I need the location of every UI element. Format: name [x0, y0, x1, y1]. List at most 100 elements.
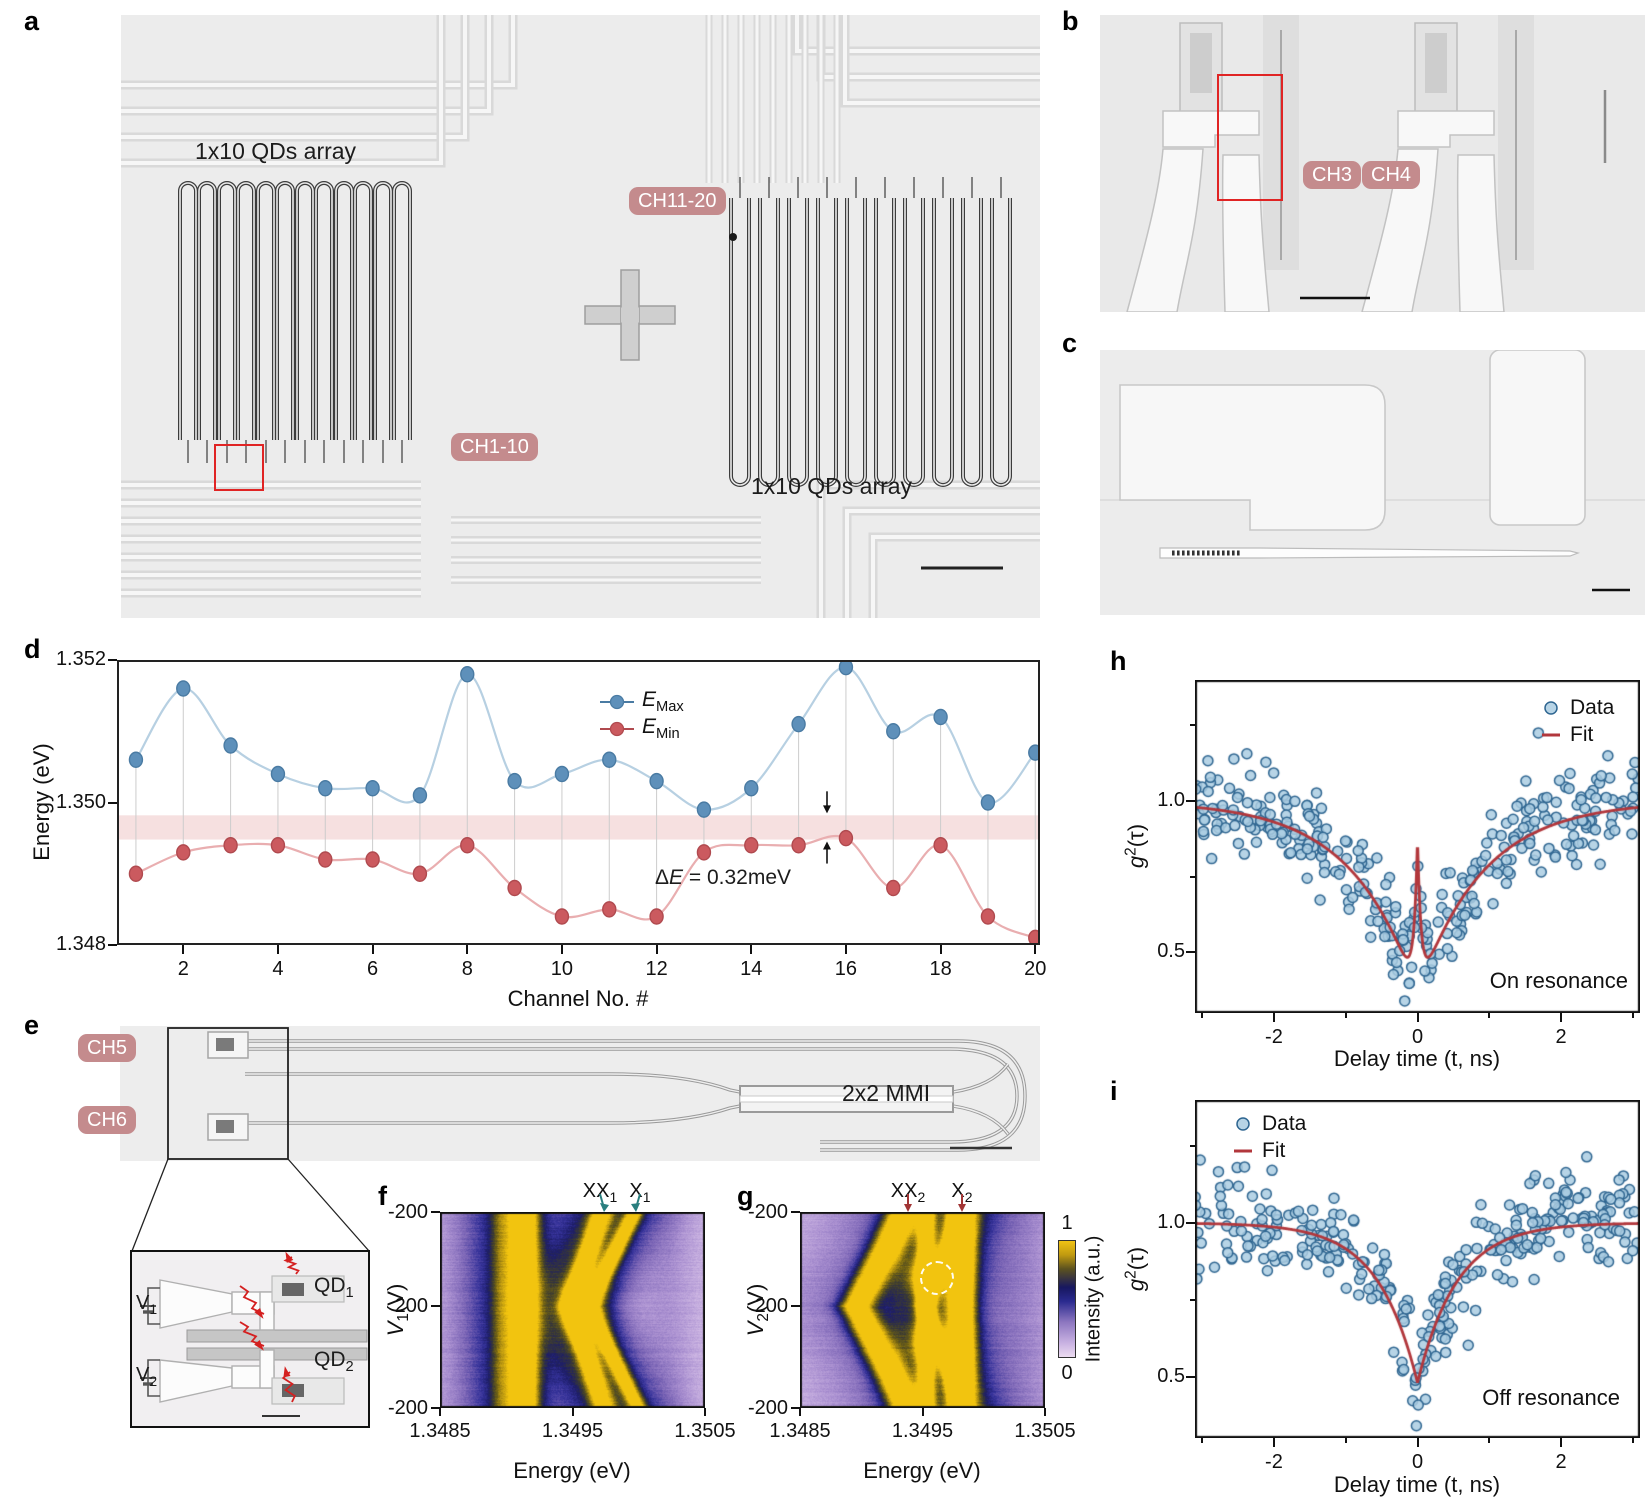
axis-tick: [791, 1211, 800, 1213]
axis-tick: [1272, 1013, 1275, 1022]
axis-tick-label: 2: [1555, 1451, 1567, 1473]
panel-e-micrograph: 2x2 MMI: [120, 1026, 1040, 1161]
axis-tick: [1190, 1298, 1195, 1301]
axis-tick-label: -2: [1265, 1451, 1283, 1473]
axis-tick-label: 1.3505: [674, 1420, 736, 1442]
axis-tick: [750, 945, 753, 954]
emin-legend-marker: [600, 721, 634, 736]
axis-tick: [939, 945, 942, 954]
axis-tick-label: 1.350: [55, 790, 106, 813]
qd-coupler-inset-drawing: [140, 1251, 368, 1417]
mmi-label: 2x2 MMI: [842, 1080, 931, 1106]
data-point-marker: [1544, 700, 1558, 715]
axis-tick: [1034, 945, 1037, 954]
panel-e-label: e: [24, 1010, 40, 1040]
nanobeam-micrograph-drawing: [1100, 349, 1645, 592]
panel-f-label: f: [378, 1181, 387, 1211]
panel-i-ylabel: g2(τ): [1122, 1246, 1149, 1292]
axis-tick-label: -200: [387, 1201, 428, 1223]
axis-tick: [431, 1407, 440, 1409]
axis-tick-label: 1.348: [55, 933, 106, 955]
qd2-label: QD2: [314, 1348, 354, 1376]
mmi-circuit-drawing: [167, 1027, 1027, 1160]
axis-tick-label: 8: [461, 958, 473, 980]
legend-emax-row: EMax: [600, 688, 684, 715]
axis-tick-label: 0.5: [1157, 940, 1185, 963]
axis-tick-label: -200: [747, 1201, 788, 1223]
axis-tick: [1186, 1221, 1195, 1224]
axis-tick: [791, 1305, 800, 1308]
axis-tick: [1344, 1438, 1347, 1443]
axis-tick: [1344, 1013, 1347, 1018]
axis-tick-label: 1.3495: [541, 1420, 604, 1442]
v2-label: V2: [136, 1364, 158, 1389]
ch4-badge: CH4: [1362, 161, 1421, 189]
qds-array-label-left: 1x10 QDs array: [195, 138, 357, 164]
off-resonance-label: Off resonance: [1482, 1385, 1620, 1410]
axis-tick: [1186, 800, 1195, 803]
anticrossing-dashed-circle: [920, 1261, 954, 1295]
axis-tick: [560, 945, 563, 954]
axis-tick: [276, 945, 279, 954]
panel-f-xlabel: Energy (eV): [513, 1458, 631, 1483]
axis-tick: [704, 1408, 706, 1416]
fit-line-marker: [1542, 733, 1560, 736]
h-legend-fit-row: Fit: [1540, 721, 1614, 748]
panel-g-xlabel: Energy (eV): [863, 1458, 981, 1483]
axis-tick: [182, 945, 185, 954]
panel-h-g2-plot: [1195, 680, 1640, 1013]
ch6-badge: CH6: [78, 1106, 137, 1134]
ch11-20-badge: CH11-20: [629, 187, 726, 215]
qd1-label: QD1: [314, 1274, 354, 1302]
qd-array-micrograph-drawing: [121, 15, 1040, 618]
axis-tick: [1416, 1013, 1419, 1022]
panel-h-xlabel: Delay time (t, ns): [1333, 1046, 1501, 1071]
panel-i-g2-plot: [1195, 1100, 1640, 1438]
axis-tick-label: -200: [747, 1397, 788, 1419]
panel-d-legend: EMax EMin: [600, 688, 684, 742]
axis-tick: [844, 945, 847, 954]
panel-c-micrograph: [1100, 349, 1645, 615]
legend-emin-label: EMin: [642, 714, 680, 743]
axis-tick: [431, 1305, 440, 1308]
axis-tick: [1488, 1438, 1491, 1443]
axis-tick-label: 1.352: [55, 648, 106, 670]
axis-tick: [108, 944, 117, 946]
panel-d-label: d: [24, 634, 41, 664]
axis-tick-label: 1.0: [1157, 1210, 1185, 1233]
emax-legend-marker: [600, 694, 634, 709]
axis-tick-label: 1.3485: [409, 1420, 471, 1442]
axis-tick-label: 0.5: [1157, 1364, 1185, 1387]
axis-tick: [466, 945, 469, 954]
i-legend-fit-row: Fit: [1232, 1137, 1306, 1164]
axis-tick: [1186, 951, 1195, 954]
axis-tick: [1416, 1438, 1419, 1447]
panel-i-xlabel: Delay time (t, ns): [1333, 1472, 1501, 1497]
fit-line-marker: [1234, 1149, 1252, 1152]
panel-i-legend: Data Fit: [1232, 1110, 1306, 1164]
axis-tick: [921, 1408, 924, 1416]
colorbar-min-label: 0: [1061, 1362, 1073, 1384]
axis-tick-label: 2: [1555, 1026, 1567, 1048]
i-legend-data-row: Data: [1232, 1110, 1306, 1137]
axis-tick-label: 14: [740, 958, 763, 980]
intensity-colorbar: [1058, 1240, 1076, 1358]
h-legend-data-label: Data: [1570, 695, 1615, 719]
panel-e-inset: V1 V2 QD1 QD2: [130, 1250, 370, 1428]
ch3-badge: CH3: [1303, 161, 1362, 189]
axis-tick: [371, 945, 374, 954]
v1-label: V1: [136, 1292, 158, 1317]
axis-tick: [1190, 724, 1195, 727]
colorbar-max-label: 1: [1061, 1212, 1073, 1234]
ch1-10-badge: CH1-10: [451, 433, 538, 461]
axis-tick: [1044, 1408, 1046, 1416]
axis-tick-label: 20: [1024, 958, 1047, 980]
axis-tick-label: 2: [177, 958, 189, 980]
delta-e-annotation: ΔE = 0.32meV: [654, 866, 792, 889]
axis-tick: [1272, 1438, 1275, 1447]
f-annotation-arrows: [599, 1193, 641, 1212]
i-legend-fit-label: Fit: [1262, 1138, 1286, 1162]
on-resonance-label: On resonance: [1489, 968, 1628, 993]
axis-tick: [431, 1211, 440, 1213]
